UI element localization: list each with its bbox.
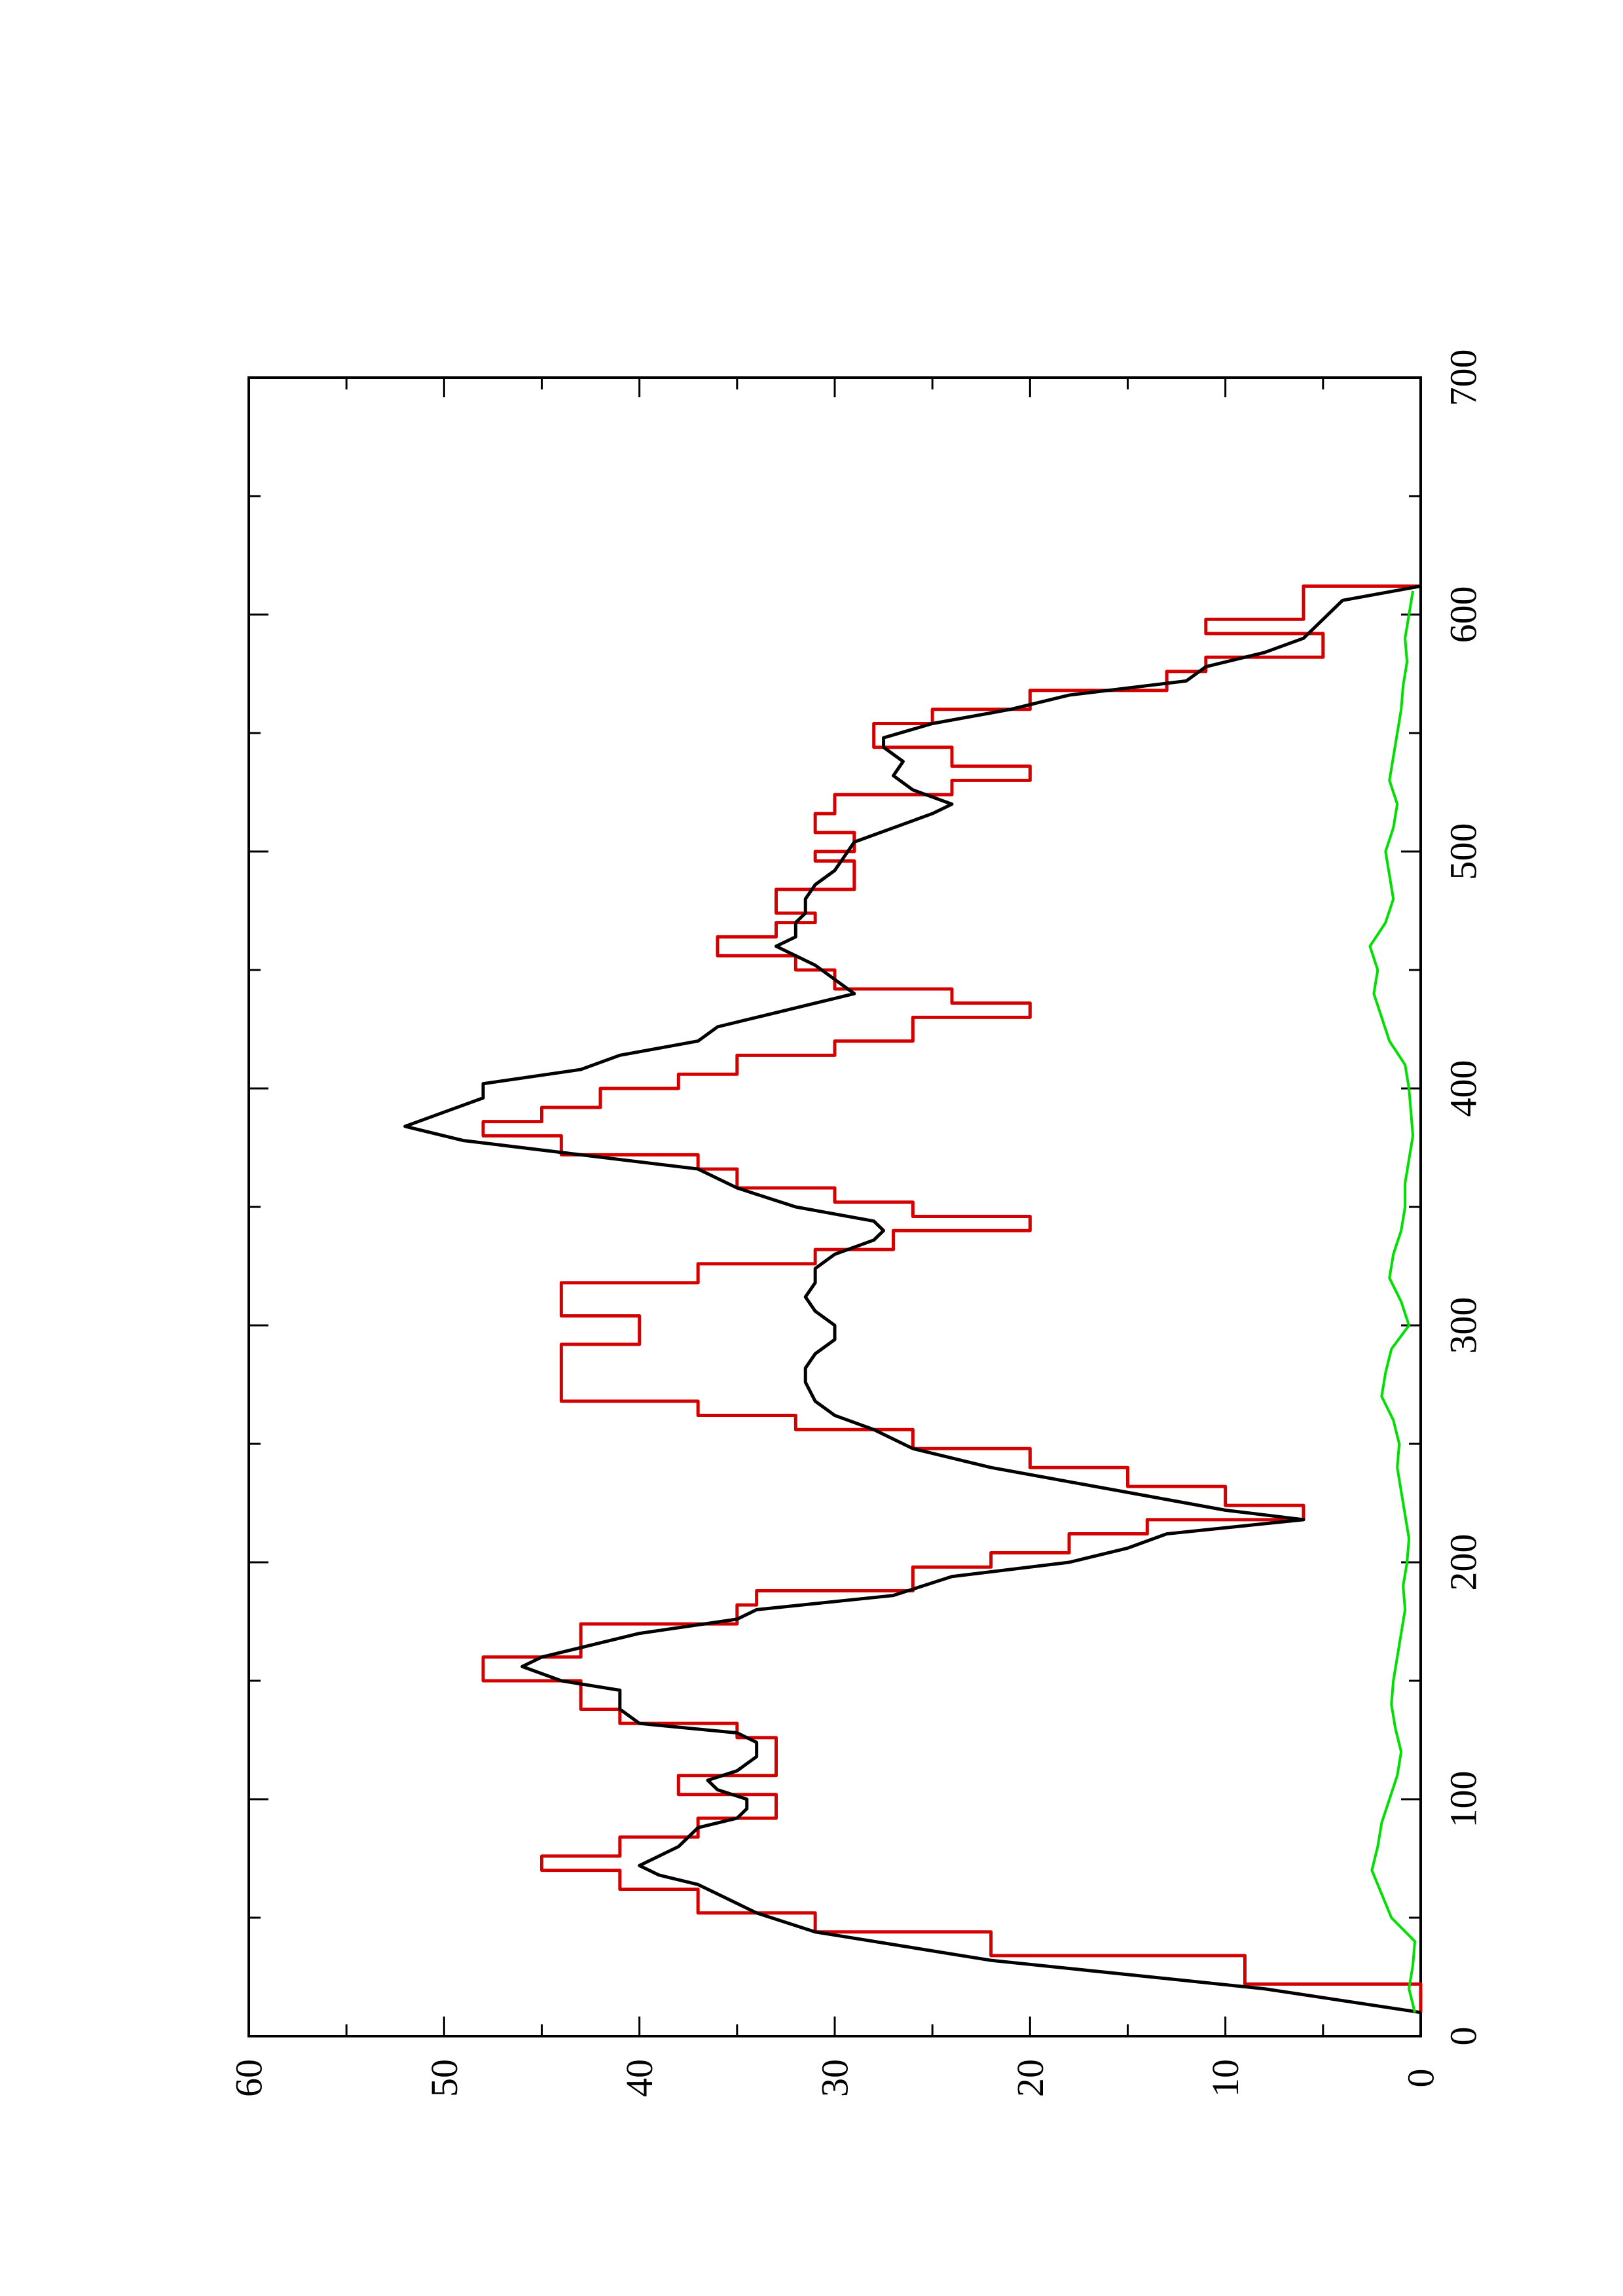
plot-frame [247,376,1422,2037]
y-tick-label: 30 [814,2059,856,2097]
axis-tick-labels: 0 100 200 300 400 500 600 700 0 10 20 30 40 50 60 [228,350,1485,2098]
y-tick-label: 0 [1400,2069,1442,2088]
x-tick-label: 300 [1442,1297,1485,1354]
y-tick-label: 60 [228,2059,270,2097]
x-tick-label: 600 [1442,586,1485,643]
y-tick-label: 10 [1204,2059,1247,2097]
x-tick-label: 500 [1442,823,1485,880]
series-line-0 [481,584,1423,2013]
x-tick-label: 200 [1442,1534,1485,1591]
x-tick-label: 700 [1442,350,1485,406]
series-layer [403,584,1423,2015]
x-tick-label: 100 [1442,1771,1485,1828]
y-tick-label: 20 [1009,2059,1051,2097]
series-line-2 [1368,590,1417,2013]
axis-ticks [247,376,1422,2037]
y-tick-label: 40 [618,2059,661,2097]
series-line-1 [403,584,1421,2015]
x-tick-label: 0 [1442,2027,1485,2046]
y-tick-label: 50 [423,2059,465,2097]
plot-area: 0 100 200 300 400 500 600 700 0 10 20 30 40 50 60 [228,350,1485,2098]
x-tick-label: 400 [1442,1060,1485,1117]
